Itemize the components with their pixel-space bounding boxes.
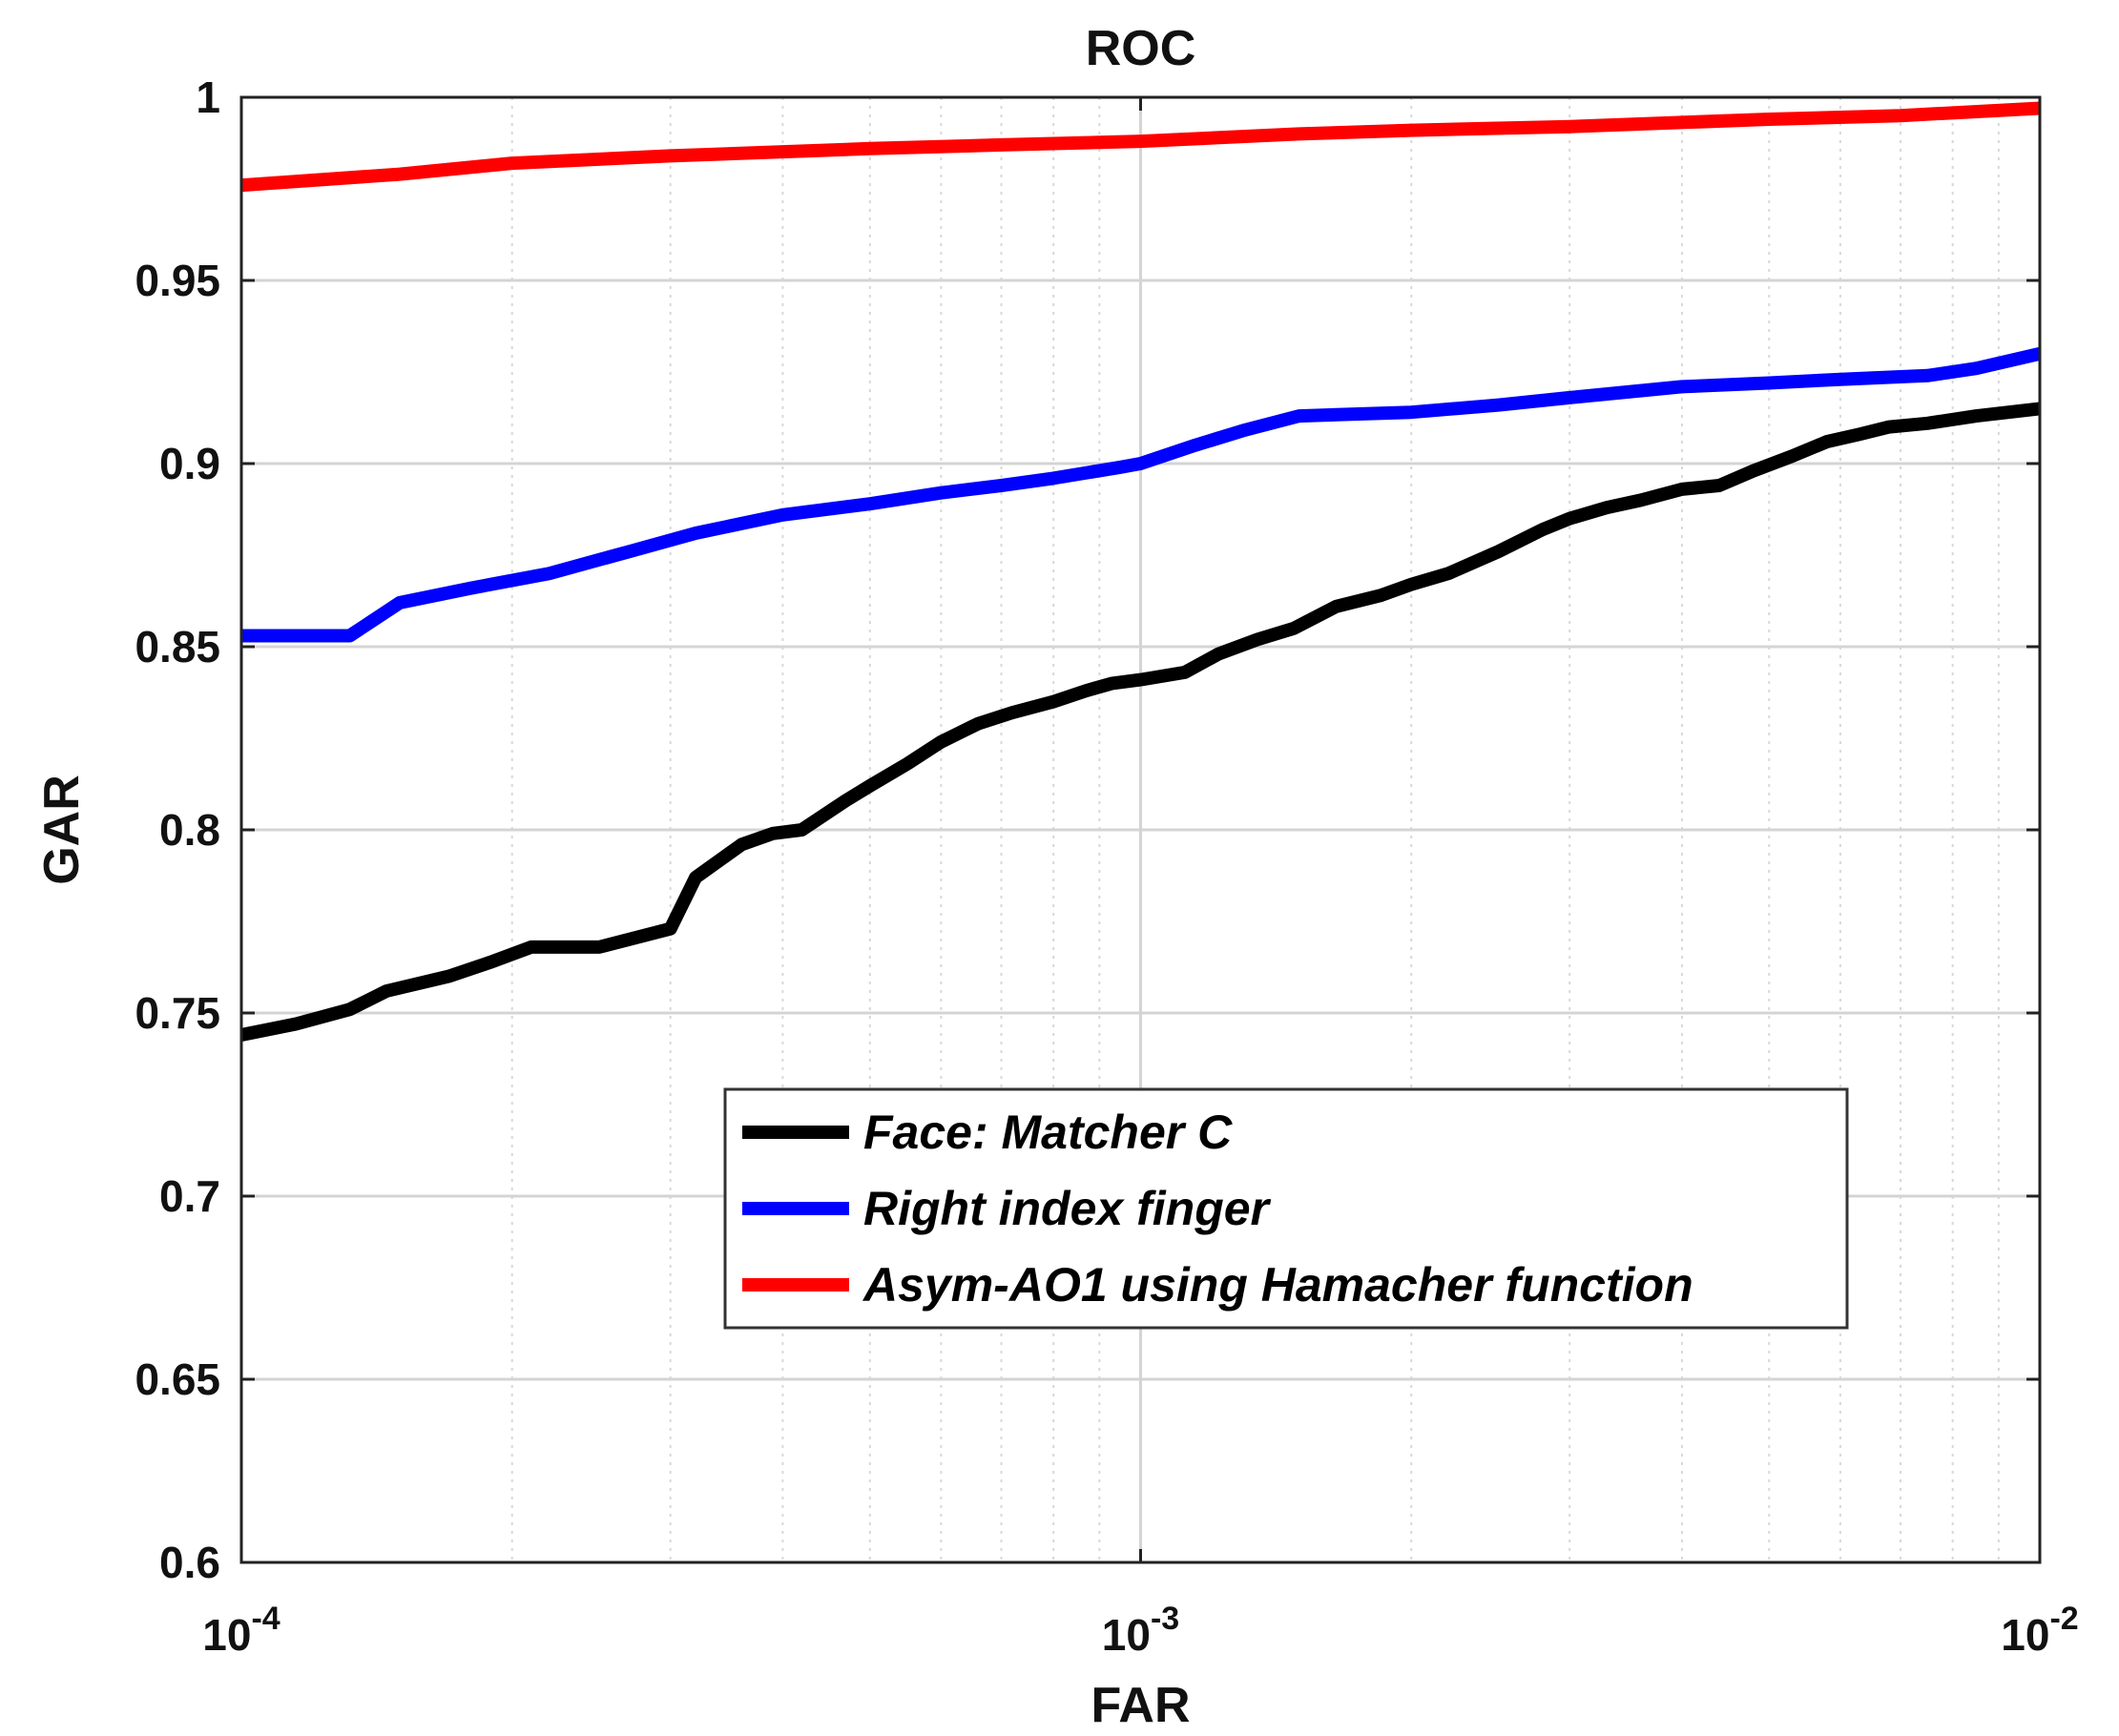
x-tick-label: 10-2	[2001, 1601, 2078, 1660]
legend-label-1: Right index finger	[863, 1182, 1272, 1235]
y-tick-label: 1	[196, 72, 220, 122]
y-tick-label: 0.7	[159, 1171, 220, 1221]
legend-label-2: Asym-AO1 using Hamacher function	[862, 1258, 1693, 1312]
y-tick-label: 0.8	[159, 805, 220, 855]
x-tick-label: 10-3	[1102, 1601, 1179, 1660]
series-line-2	[240, 101, 2041, 193]
x-axis-title: FAR	[1091, 1678, 1191, 1733]
y-tick-label: 0.85	[135, 622, 220, 672]
y-tick-label: 0.95	[135, 256, 220, 305]
series-layer	[239, 101, 2042, 1042]
y-tick-label: 0.6	[159, 1538, 220, 1587]
series-line-1	[241, 346, 2042, 643]
y-tick-label: 0.75	[135, 988, 220, 1038]
series-line-0	[239, 402, 2041, 1042]
y-tick-label: 0.65	[135, 1354, 220, 1404]
legend-box	[723, 1087, 1849, 1330]
legend-label-0: Face: Matcher C	[863, 1106, 1233, 1159]
y-axis-title: GAR	[34, 775, 90, 885]
axis-ticks: 0.6 0.65 0.7 0.75 0.8 0.85 0.9 0.95 1 10-4 10-3 10-…	[135, 72, 2078, 1660]
x-tick-label: 10-4	[202, 1601, 280, 1660]
y-tick-label: 0.9	[159, 439, 220, 488]
chart-title: ROC	[1086, 21, 1196, 76]
legend: Face: Matcher C Right index finger Asym-AO…	[723, 1087, 1849, 1330]
